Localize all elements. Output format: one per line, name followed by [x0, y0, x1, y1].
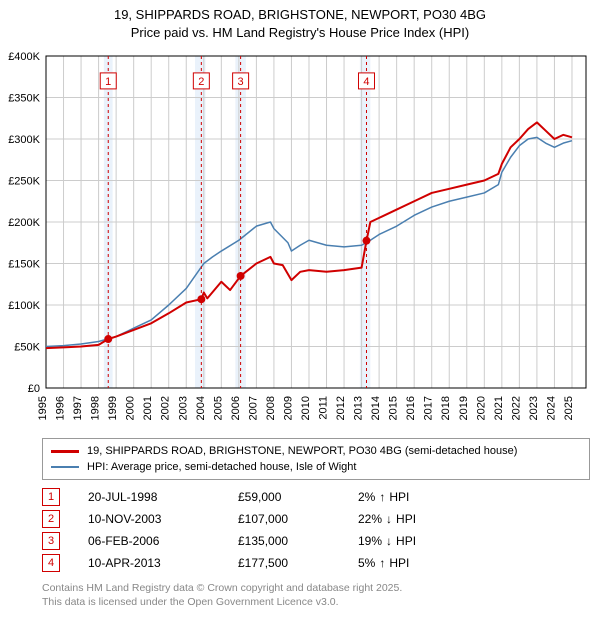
sale-price: £177,500	[238, 556, 358, 570]
sale-price: £135,000	[238, 534, 358, 548]
svg-text:1995: 1995	[37, 396, 49, 420]
sale-delta: 22%↓HPI	[358, 512, 478, 526]
sale-delta: 19%↓HPI	[358, 534, 478, 548]
svg-text:2001: 2001	[142, 396, 154, 420]
sale-marker: 1	[42, 488, 60, 506]
title-line-2: Price paid vs. HM Land Registry's House …	[0, 24, 600, 42]
svg-text:1998: 1998	[90, 396, 102, 420]
legend-swatch-2	[51, 466, 79, 468]
svg-text:2010: 2010	[300, 396, 312, 420]
arrow-up-icon: ↑	[379, 556, 385, 570]
sale-price: £107,000	[238, 512, 358, 526]
chart-area: £0 £50K £100K £150K £200K £250K £300K £350K £400…	[0, 48, 600, 428]
svg-text:£100K: £100K	[8, 300, 40, 312]
arrow-down-icon: ↓	[386, 534, 392, 548]
sale-row: 4 10-APR-2013£177,5005%↑HPI	[42, 552, 478, 574]
sale-date: 10-NOV-2003	[88, 512, 238, 526]
svg-text:£200K: £200K	[8, 217, 40, 229]
title-line-1: 19, SHIPPARDS ROAD, BRIGHSTONE, NEWPORT,…	[0, 6, 600, 24]
license-line-1: Contains HM Land Registry data © Crown c…	[42, 582, 402, 596]
svg-text:2017: 2017	[423, 396, 435, 420]
sale-delta: 2%↑HPI	[358, 490, 478, 504]
legend-row-1: 19, SHIPPARDS ROAD, BRIGHSTONE, NEWPORT,…	[51, 443, 581, 459]
svg-text:2019: 2019	[458, 396, 470, 420]
svg-text:2021: 2021	[493, 396, 505, 420]
svg-text:2003: 2003	[177, 396, 189, 420]
svg-text:£350K: £350K	[8, 93, 40, 105]
svg-text:2023: 2023	[528, 396, 540, 420]
svg-text:2013: 2013	[353, 396, 365, 420]
svg-text:£400K: £400K	[8, 51, 40, 63]
svg-text:2006: 2006	[230, 396, 242, 420]
svg-text:2000: 2000	[125, 396, 137, 420]
svg-text:1996: 1996	[55, 396, 67, 420]
chart-title: 19, SHIPPARDS ROAD, BRIGHSTONE, NEWPORT,…	[0, 0, 600, 41]
sale-row: 2 10-NOV-2003£107,00022%↓HPI	[42, 508, 478, 530]
svg-text:2014: 2014	[370, 396, 382, 420]
svg-text:2015: 2015	[388, 396, 400, 420]
svg-text:2007: 2007	[247, 396, 259, 420]
svg-text:2002: 2002	[160, 396, 172, 420]
sale-row: 3 06-FEB-2006£135,00019%↓HPI	[42, 530, 478, 552]
sale-date: 10-APR-2013	[88, 556, 238, 570]
legend-label-1: 19, SHIPPARDS ROAD, BRIGHSTONE, NEWPORT,…	[87, 445, 517, 457]
svg-text:4: 4	[363, 76, 369, 88]
legend-row-2: HPI: Average price, semi-detached house,…	[51, 459, 581, 475]
svg-text:1: 1	[105, 76, 111, 88]
arrow-up-icon: ↑	[379, 490, 385, 504]
svg-text:2008: 2008	[265, 396, 277, 420]
svg-text:1997: 1997	[72, 396, 84, 420]
svg-text:2009: 2009	[282, 396, 294, 420]
license-line-2: This data is licensed under the Open Gov…	[42, 596, 402, 610]
sales-table: 1 20-JUL-1998£59,0002%↑HPI 2 10-NOV-2003£10…	[42, 486, 478, 574]
legend: 19, SHIPPARDS ROAD, BRIGHSTONE, NEWPORT,…	[42, 438, 590, 480]
svg-text:£300K: £300K	[8, 134, 40, 146]
chart-svg: £0 £50K £100K £150K £200K £250K £300K £350K £400…	[0, 48, 600, 428]
legend-label-2: HPI: Average price, semi-detached house,…	[87, 461, 356, 473]
svg-text:2022: 2022	[510, 396, 522, 420]
svg-text:2005: 2005	[212, 396, 224, 420]
legend-swatch-1	[51, 450, 79, 453]
sale-date: 20-JUL-1998	[88, 490, 238, 504]
svg-text:2020: 2020	[475, 396, 487, 420]
svg-text:2011: 2011	[318, 396, 330, 420]
svg-text:2: 2	[198, 76, 204, 88]
svg-text:£50K: £50K	[14, 342, 40, 354]
svg-text:1999: 1999	[107, 396, 119, 420]
sale-price: £59,000	[238, 490, 358, 504]
svg-text:£150K: £150K	[8, 259, 40, 271]
svg-text:2018: 2018	[440, 396, 452, 420]
sale-marker: 2	[42, 510, 60, 528]
svg-text:£250K: £250K	[8, 176, 40, 188]
svg-text:£0: £0	[28, 383, 40, 395]
sale-row: 1 20-JUL-1998£59,0002%↑HPI	[42, 486, 478, 508]
arrow-down-icon: ↓	[386, 512, 392, 526]
sale-delta: 5%↑HPI	[358, 556, 478, 570]
sale-marker: 3	[42, 532, 60, 550]
svg-text:3: 3	[238, 76, 244, 88]
chart-container: 19, SHIPPARDS ROAD, BRIGHSTONE, NEWPORT,…	[0, 0, 600, 620]
svg-text:2016: 2016	[405, 396, 417, 420]
svg-text:2025: 2025	[563, 396, 575, 420]
svg-text:2004: 2004	[195, 396, 207, 420]
license-text: Contains HM Land Registry data © Crown c…	[42, 582, 402, 609]
sale-date: 06-FEB-2006	[88, 534, 238, 548]
svg-text:2012: 2012	[335, 396, 347, 420]
svg-text:2024: 2024	[545, 396, 557, 420]
sale-marker: 4	[42, 554, 60, 572]
